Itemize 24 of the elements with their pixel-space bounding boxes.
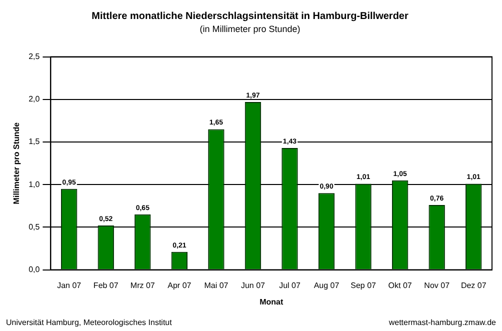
y-tick-label: 1,0 <box>28 180 40 189</box>
x-tick-label: Nov 07 <box>424 280 450 290</box>
y-tick-label: 2,0 <box>28 94 40 104</box>
chart-subtitle: (in Millimeter pro Stunde) <box>200 24 300 34</box>
y-tick-label: 2,5 <box>28 52 40 62</box>
x-tick-label: Mai 07 <box>204 280 229 290</box>
text: wettermast-hamburg.zmaw.de <box>388 318 497 327</box>
y-tick-label: 1,5 <box>28 137 40 146</box>
x-tick-label: Jan 07 <box>57 280 82 290</box>
x-tick-label: Dez 07 <box>460 280 487 290</box>
x-tick-label: Mrz 07 <box>130 280 156 290</box>
chart-title: Mittlere monatliche Niederschlagsintensität in Hamburg-Billwerder <box>92 10 408 22</box>
y-tick-label: 0,0 <box>28 265 40 274</box>
x-tick-label: Feb 07 <box>93 280 119 290</box>
x-axis-title: Monat <box>260 297 284 306</box>
y-tick-label: 0,5 <box>28 222 40 232</box>
x-tick-label: Sep 07 <box>350 280 377 290</box>
x-tick-label: Jul 07 <box>279 280 301 290</box>
y-axis-title: Millimeter pro Stunde <box>12 122 22 204</box>
x-tick-label: Aug 07 <box>314 280 340 290</box>
x-tick-label: Jun 07 <box>240 280 266 290</box>
x-tick-label: Apr 07 <box>168 280 192 290</box>
text: Universität Hamburg, Meteorologisches Institut <box>6 318 173 327</box>
x-tick-label: Okt 07 <box>388 280 412 290</box>
